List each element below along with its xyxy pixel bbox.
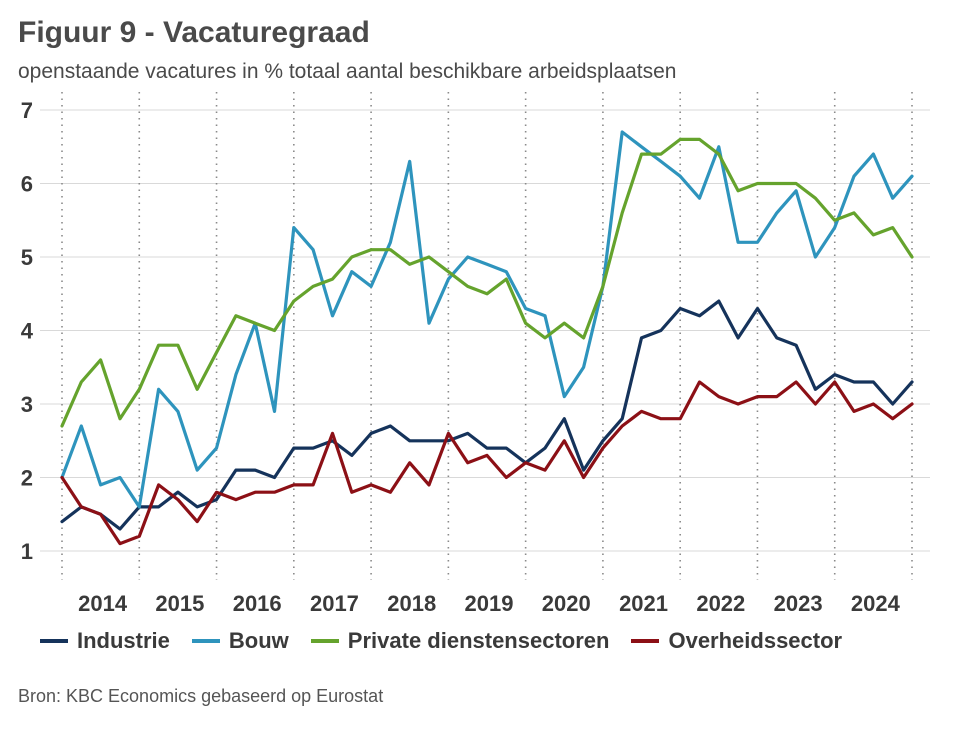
chart-subtitle: openstaande vacatures in % totaal aantal…	[18, 60, 677, 83]
line-chart: 1 2 3 4 5 6 7 2014 2015 2016 2017 2018 2019 2020 2021…	[21, 92, 930, 616]
x-tick-label: 2022	[696, 591, 745, 616]
series-lines	[60, 130, 914, 546]
y-tick-label: 3	[21, 392, 33, 417]
x-tick-label: 2016	[233, 591, 282, 616]
y-tick-label: 2	[21, 466, 33, 491]
legend-swatch	[40, 639, 68, 643]
gridlines	[40, 92, 930, 580]
y-tick-label: 4	[21, 319, 34, 344]
legend-label: Private dienstensectoren	[347, 628, 610, 653]
legend-label: Bouw	[228, 628, 289, 653]
y-axis-tick-labels: 1 2 3 4 5 6 7	[21, 98, 34, 564]
x-tick-label: 2015	[155, 591, 204, 616]
legend: Industrie Bouw Private dienstensectoren Ove…	[40, 628, 842, 654]
legend-item: Private dienstensectoren	[310, 628, 610, 654]
x-tick-label: 2019	[465, 591, 514, 616]
x-tick-label: 2018	[387, 591, 436, 616]
series-line-bouw	[60, 130, 914, 509]
legend-item: Overheidssector	[631, 628, 842, 654]
x-tick-label: 2023	[774, 591, 823, 616]
x-tick-label: 2021	[619, 591, 668, 616]
x-axis-tick-labels: 2014 2015 2016 2017 2018 2019 2020 2021 2022 2023…	[78, 591, 900, 616]
legend-label: Overheidssector	[668, 628, 843, 653]
y-tick-label: 1	[21, 539, 33, 564]
legend-swatch	[631, 639, 660, 643]
x-tick-label: 2014	[78, 591, 128, 616]
legend-swatch	[310, 639, 339, 643]
series-line-industrie	[60, 299, 914, 531]
chart-title: Figuur 9 - Vacaturegraad	[18, 16, 370, 49]
x-tick-label: 2020	[542, 591, 591, 616]
source-note: Bron: KBC Economics gebaseerd op Eurosta…	[18, 686, 384, 706]
legend-swatch	[191, 639, 220, 643]
y-tick-label: 6	[21, 172, 33, 197]
series-line-private-dienstensectoren	[60, 137, 914, 428]
legend-item: Industrie	[40, 628, 170, 654]
legend-label: Industrie	[77, 628, 170, 653]
y-tick-label: 5	[21, 245, 33, 270]
y-tick-label: 7	[21, 98, 33, 123]
series-line-overheidssector	[60, 380, 914, 546]
x-tick-label: 2024	[851, 591, 901, 616]
legend-item: Bouw	[191, 628, 289, 654]
x-tick-label: 2017	[310, 591, 359, 616]
